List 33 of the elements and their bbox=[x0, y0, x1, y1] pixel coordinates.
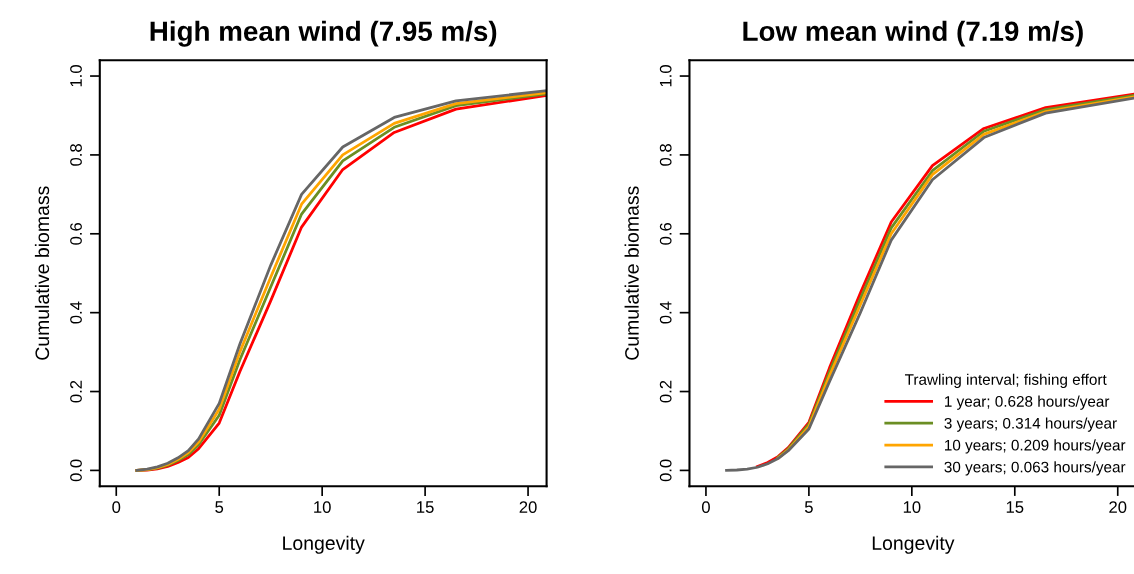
x-tick-label: 5 bbox=[215, 501, 224, 513]
x-tick-label: 15 bbox=[1006, 501, 1024, 513]
y-tick-label: 0.8 bbox=[70, 144, 82, 166]
legend-title: Trawling interval; fishing effort bbox=[904, 373, 1107, 388]
y-tick-label: 0.6 bbox=[659, 222, 672, 245]
x-axis-title: Longevity bbox=[283, 535, 365, 554]
y-tick-label: 0.0 bbox=[70, 459, 82, 482]
x-tick-label: 15 bbox=[417, 501, 434, 513]
legend-label: 1 year; 0.628 hours/year bbox=[945, 395, 1110, 410]
y-tick-label: 0.2 bbox=[659, 380, 672, 403]
legend-label: 10 years; 0.209 hours/year bbox=[945, 439, 1126, 454]
y-tick-label: 0.8 bbox=[659, 144, 672, 166]
chart-title: Low mean wind (7.19 m/s) bbox=[743, 20, 1083, 47]
x-tick-label: 5 bbox=[804, 501, 813, 513]
x-tick-label: 10 bbox=[314, 501, 331, 513]
y-tick-label: 0.0 bbox=[659, 459, 672, 482]
x-tick-label: 0 bbox=[112, 501, 121, 513]
x-tick-label: 20 bbox=[519, 501, 537, 513]
y-tick-label: 0.4 bbox=[70, 301, 82, 324]
y-tick-label: 1.0 bbox=[659, 65, 672, 87]
x-axis-title: Longevity bbox=[872, 535, 955, 554]
y-axis-title: Cumulative biomass bbox=[624, 186, 639, 360]
y-tick-label: 0.2 bbox=[70, 380, 82, 403]
y-tick-label: 0.6 bbox=[70, 222, 82, 245]
x-tick-label: 10 bbox=[903, 501, 921, 513]
chart-title: High mean wind (7.95 m/s) bbox=[150, 20, 497, 47]
y-tick-label: 0.4 bbox=[659, 301, 672, 324]
legend-label: 3 years; 0.314 hours/year bbox=[944, 417, 1117, 432]
y-axis-title: Cumulative biomass bbox=[34, 186, 50, 360]
x-tick-label: 0 bbox=[701, 501, 710, 513]
legend-label: 30 years; 0.063 hours/year bbox=[944, 461, 1126, 476]
y-tick-label: 1.0 bbox=[70, 65, 82, 87]
x-tick-label: 20 bbox=[1109, 501, 1127, 513]
